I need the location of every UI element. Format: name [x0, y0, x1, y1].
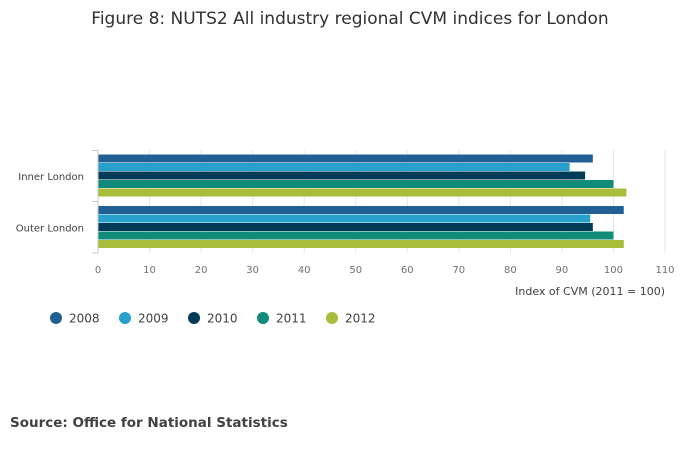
- legend-marker: [257, 312, 269, 324]
- x-tick-label: 0: [95, 265, 101, 276]
- legend-label: 2009: [138, 312, 169, 326]
- x-tick-label: 70: [452, 265, 465, 276]
- x-tick-label: 100: [604, 265, 623, 276]
- category-label: Inner London: [18, 172, 84, 183]
- legend-label: 2012: [345, 312, 376, 326]
- legend-marker: [326, 312, 338, 324]
- legend: 2008 2009 2010 2011 2012: [50, 312, 376, 326]
- x-axis-label: Index of CVM (2011 = 100): [515, 285, 665, 298]
- source-note: Source: Office for National Statistics: [10, 415, 288, 431]
- x-tick-label: 20: [195, 265, 208, 276]
- legend-label: 2008: [69, 312, 100, 326]
- bars: [98, 154, 627, 248]
- legend-marker: [50, 312, 62, 324]
- bar-2008-inner-london: [98, 154, 593, 163]
- legend-marker: [188, 312, 200, 324]
- bar-2010-inner-london: [98, 171, 586, 180]
- x-tick-label: 30: [246, 265, 259, 276]
- bar-2012-inner-london: [98, 188, 627, 197]
- x-tick-label: 80: [504, 265, 517, 276]
- bar-2009-outer-london: [98, 214, 591, 223]
- bar-2009-inner-london: [98, 163, 570, 171]
- bar-2011-inner-london: [98, 180, 614, 188]
- axes: 0 10 20 30 40 50 60 70 80 90 100 110 Inner London Out…: [16, 150, 675, 276]
- bar-2012-outer-london: [98, 240, 624, 248]
- x-tick-label: 90: [556, 265, 569, 276]
- x-tick-label: 10: [143, 265, 156, 276]
- bar-2008-outer-london: [98, 206, 624, 214]
- x-tick-label: 50: [349, 265, 362, 276]
- legend-marker: [119, 312, 131, 324]
- x-tick-label: 40: [298, 265, 311, 276]
- bar-2011-outer-london: [98, 231, 614, 240]
- x-tick-label: 110: [655, 265, 674, 276]
- legend-label: 2011: [276, 312, 307, 326]
- bar-2010-outer-london: [98, 223, 593, 231]
- chart-title: Figure 8: NUTS2 All industry regional CV…: [91, 9, 608, 29]
- legend-label: 2010: [207, 312, 238, 326]
- category-label: Outer London: [16, 223, 84, 234]
- x-tick-label: 60: [401, 265, 414, 276]
